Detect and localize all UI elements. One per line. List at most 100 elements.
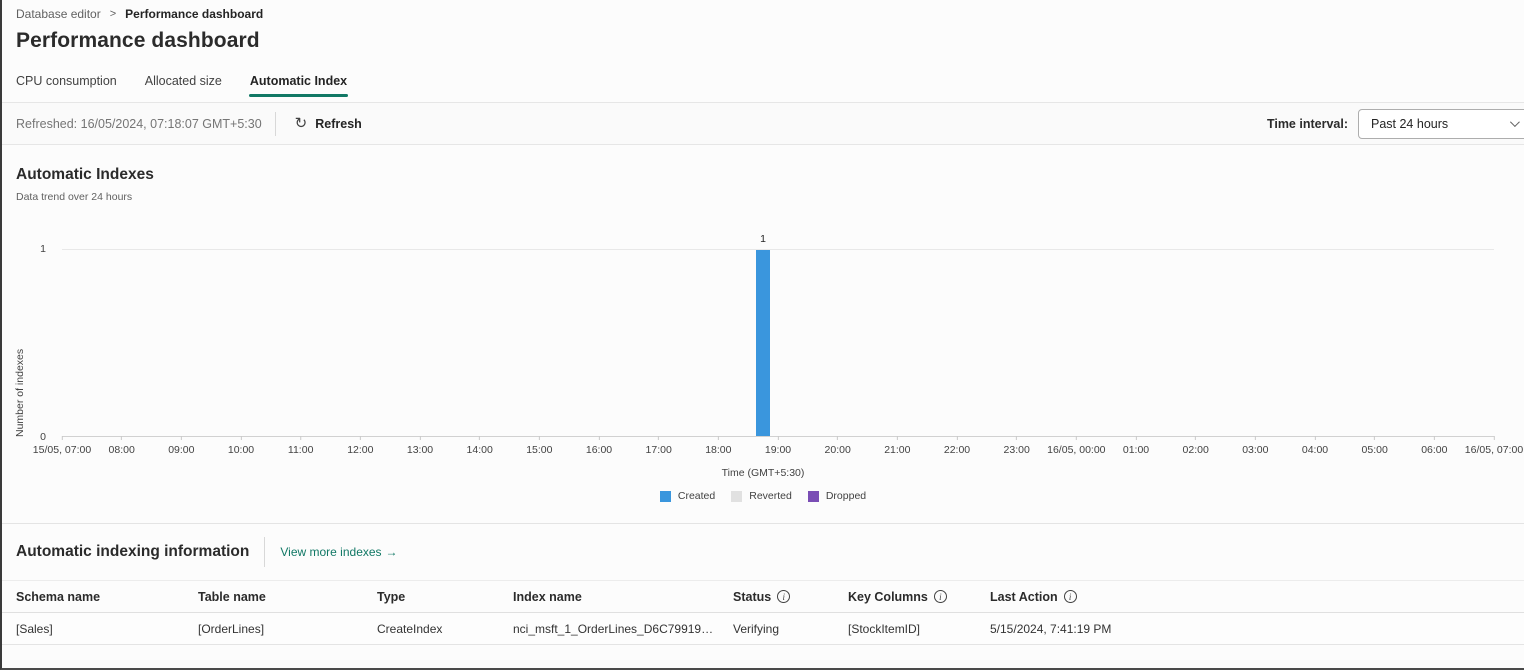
time-interval-dropdown[interactable]: Past 24 hours bbox=[1358, 108, 1524, 139]
breadcrumb-performance-dashboard: Performance dashboard bbox=[125, 7, 264, 21]
x-tick-label: 05:00 bbox=[1361, 444, 1388, 456]
x-tick-mark bbox=[240, 436, 242, 440]
x-tick-mark bbox=[777, 436, 779, 440]
legend-swatch-icon bbox=[731, 490, 743, 502]
x-tick: 04:00 bbox=[1302, 436, 1328, 456]
tab-allocated-size[interactable]: Allocated size bbox=[144, 74, 222, 88]
refresh-button-label: Refresh bbox=[315, 116, 362, 131]
x-axis-ticks: 15/05, 07:00 08:00 09:00 10:00 11:00 12:00 13:… bbox=[33, 436, 1523, 460]
x-tick: 01:00 bbox=[1123, 436, 1149, 456]
time-interval-value: Past 24 hours bbox=[1371, 116, 1449, 131]
column-header-label: Status bbox=[733, 589, 772, 604]
view-more-indexes-link[interactable]: View more indexes → bbox=[280, 545, 397, 559]
x-tick-label: 21:00 bbox=[884, 444, 911, 456]
info-icon[interactable]: i bbox=[1063, 590, 1077, 603]
x-tick: 20:00 bbox=[825, 436, 851, 456]
legend-item-created[interactable]: Created bbox=[659, 490, 716, 502]
x-tick-mark bbox=[896, 436, 898, 440]
x-tick-mark bbox=[180, 436, 182, 440]
x-tick-label: 14:00 bbox=[466, 444, 493, 456]
refresh-button[interactable]: ↻ Refresh bbox=[289, 112, 368, 135]
x-tick-label: 19:00 bbox=[764, 444, 792, 456]
x-tick-mark bbox=[717, 436, 719, 440]
chart-plot: 15/05, 07:00 08:00 09:00 10:00 11:00 12:00 13:… bbox=[33, 233, 1523, 456]
x-tick-label: 15:00 bbox=[526, 444, 553, 456]
x-tick: 13:00 bbox=[407, 436, 433, 456]
x-tick: 05:00 bbox=[1362, 436, 1388, 456]
chart-legend: Created Reverted Dropped bbox=[2, 490, 1524, 502]
info-icon[interactable]: i bbox=[933, 590, 947, 603]
table-cell: [OrderLines] bbox=[198, 621, 265, 636]
x-tick-label: 13:00 bbox=[406, 444, 434, 456]
x-tick-label: 16:00 bbox=[585, 444, 613, 456]
table-body: [Sales] [OrderLines] CreateIndex nci_msft_1… bbox=[2, 613, 1524, 645]
column-header-label: Last Action bbox=[990, 589, 1058, 604]
breadcrumb: Database editor > Performance dashboard bbox=[2, 0, 1524, 21]
info-icon[interactable]: i bbox=[777, 590, 791, 603]
page-title: Performance dashboard bbox=[16, 29, 260, 52]
automatic-index-table: Schema name Table name Type Index name Statu… bbox=[2, 580, 1524, 645]
x-tick: 03:00 bbox=[1242, 436, 1268, 456]
y-axis-ticks: 1 0 bbox=[2, 243, 54, 443]
x-tick: 19:00 bbox=[765, 436, 791, 456]
x-tick: 15/05, 07:00 bbox=[33, 436, 91, 456]
x-tick-mark bbox=[1433, 436, 1435, 440]
refresh-toolbar: Refreshed: 16/05/2024, 07:18:07 GMT+5:30… bbox=[2, 102, 1524, 145]
chevron-down-icon bbox=[1509, 117, 1520, 128]
time-interval-label: Time interval: bbox=[1266, 116, 1348, 131]
x-tick-label: 02:00 bbox=[1182, 444, 1209, 456]
legend-swatch-icon bbox=[659, 490, 671, 502]
x-tick-label: 04:00 bbox=[1301, 444, 1329, 456]
table-cell: [Sales] bbox=[16, 621, 53, 636]
x-tick: 22:00 bbox=[944, 436, 970, 456]
x-tick: 02:00 bbox=[1183, 436, 1209, 456]
x-tick-mark bbox=[1254, 436, 1256, 440]
x-tick-label: 12:00 bbox=[347, 444, 374, 456]
legend-label: Created bbox=[677, 490, 716, 502]
x-tick-mark bbox=[1135, 436, 1137, 440]
legend-item-dropped[interactable]: Dropped bbox=[807, 490, 867, 502]
automatic-indexes-chart: Number of indexes 1 0 15/05, 07:00 08:00 0… bbox=[2, 209, 1524, 461]
table-cell: Verifying bbox=[733, 621, 780, 636]
x-tick-label: 17:00 bbox=[645, 444, 672, 456]
x-tick-mark bbox=[419, 436, 421, 440]
x-tick-mark bbox=[1016, 436, 1018, 440]
x-tick-mark bbox=[598, 436, 600, 440]
x-axis-title: Time (GMT+5:30) bbox=[721, 467, 805, 479]
x-tick-label: 18:00 bbox=[705, 444, 732, 456]
x-tick-label: 03:00 bbox=[1242, 444, 1269, 456]
toolbar-divider bbox=[274, 111, 276, 136]
x-tick-mark bbox=[837, 436, 839, 440]
breadcrumb-database-editor[interactable]: Database editor bbox=[16, 7, 101, 21]
tab-cpu-consumption[interactable]: CPU consumption bbox=[16, 74, 117, 88]
table-cell: [StockItemID] bbox=[848, 621, 921, 636]
chart-bar-created[interactable]: 1 bbox=[756, 233, 771, 436]
x-tick: 23:00 bbox=[1004, 436, 1030, 456]
table-cell: nci_msft_1_OrderLines_D6C7991915AE... bbox=[513, 621, 733, 636]
y-tick-label: 1 bbox=[40, 243, 46, 255]
column-header-label: Key Columns bbox=[848, 589, 928, 604]
x-tick-mark bbox=[538, 436, 540, 440]
legend-swatch-icon bbox=[807, 490, 819, 502]
x-tick: 10:00 bbox=[228, 436, 254, 456]
tab-automatic-index[interactable]: Automatic Index bbox=[240, 66, 357, 99]
x-tick-label: 06:00 bbox=[1421, 444, 1448, 456]
legend-label: Dropped bbox=[825, 490, 867, 502]
refresh-icon: ↻ bbox=[294, 115, 308, 132]
x-tick-label: 01:00 bbox=[1122, 444, 1150, 456]
table-row[interactable]: [Sales] [OrderLines] CreateIndex nci_msft_1… bbox=[2, 613, 1524, 645]
legend-item-reverted[interactable]: Reverted bbox=[731, 490, 792, 502]
x-tick: 21:00 bbox=[884, 436, 910, 456]
view-more-indexes-label: View more indexes bbox=[280, 545, 382, 559]
table-cell: CreateIndex bbox=[377, 621, 443, 636]
x-tick-mark bbox=[1374, 436, 1376, 440]
x-tick-label: 10:00 bbox=[227, 444, 255, 456]
column-header-table-name: Table name bbox=[198, 590, 377, 604]
column-header-key-columns: Key Columns i bbox=[848, 590, 990, 604]
tab-bar: CPU consumption Allocated size Automatic… bbox=[6, 66, 1524, 99]
x-tick-label: 15/05, 07:00 bbox=[32, 444, 92, 456]
x-tick-label: 23:00 bbox=[1003, 444, 1030, 456]
x-tick: 18:00 bbox=[705, 436, 731, 456]
x-tick: 06:00 bbox=[1421, 436, 1447, 456]
section-header-divider bbox=[264, 537, 266, 567]
